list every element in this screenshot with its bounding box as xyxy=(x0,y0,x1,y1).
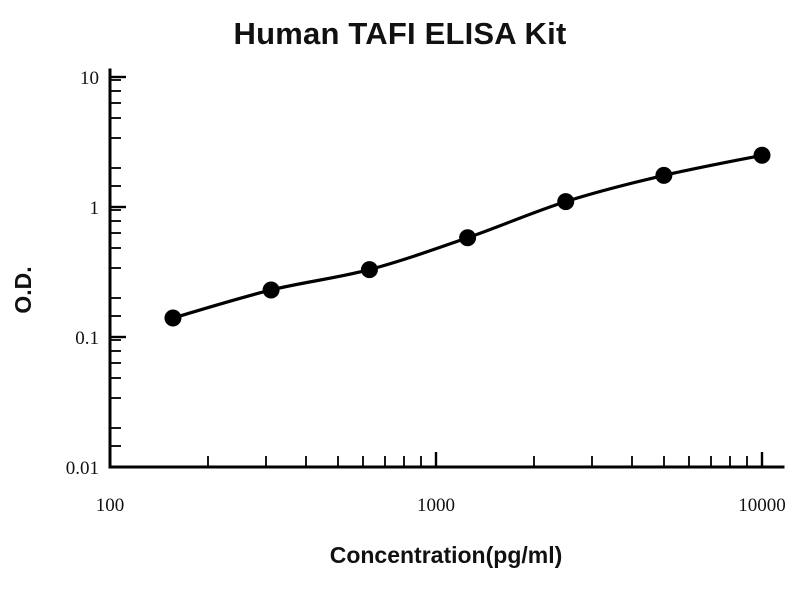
y-axis-title: O.D. xyxy=(10,266,36,313)
data-point xyxy=(459,229,477,247)
chart-title: Human TAFI ELISA Kit xyxy=(233,16,567,51)
data-point xyxy=(557,193,575,211)
y-axis-ticks xyxy=(110,75,126,469)
x-axis-title: Concentration(pg/ml) xyxy=(330,542,563,568)
y-tick-label-10: 10 xyxy=(80,68,99,89)
data-point xyxy=(262,281,280,299)
data-point xyxy=(753,146,771,164)
data-point xyxy=(655,166,673,184)
x-tick-label-100: 100 xyxy=(96,495,125,516)
data-point xyxy=(164,309,182,327)
data-point-markers xyxy=(164,146,771,327)
x-tick-label-1000: 1000 xyxy=(417,495,455,516)
y-tick-label-1: 1 xyxy=(90,198,100,219)
x-axis-ticks xyxy=(108,452,764,467)
data-point xyxy=(360,261,378,279)
axis-lines xyxy=(108,68,785,469)
x-tick-label-10000: 10000 xyxy=(738,495,786,516)
y-tick-label-0.01: 0.01 xyxy=(66,458,99,479)
y-tick-label-0.1: 0.1 xyxy=(75,328,99,349)
